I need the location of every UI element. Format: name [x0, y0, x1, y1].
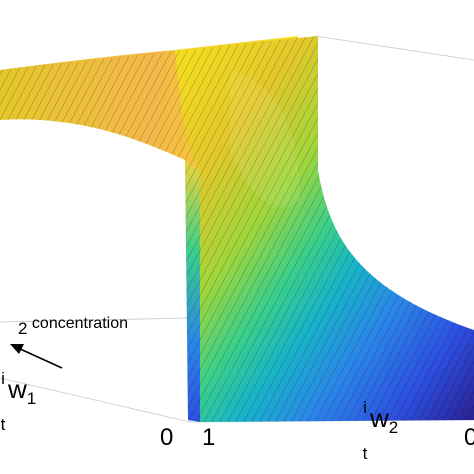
x-label-main: w [8, 374, 27, 404]
y-tick-label: 0 [464, 424, 474, 451]
y-axis-label: i t w2 [360, 399, 399, 462]
y-label-main: w [370, 403, 389, 433]
x-label-sup: i [1, 369, 5, 388]
concentration-arrow [10, 344, 63, 369]
x-axis-label: i t w1 [0, 370, 37, 433]
x-label-index: 1 [26, 389, 37, 408]
x-label-sub: t [0, 415, 6, 434]
surface-mesh [0, 36, 474, 422]
x-tick-label: 0 [160, 424, 174, 451]
annotation-text: concentration [31, 315, 128, 332]
y-label-sub: t [362, 444, 368, 463]
concentration-annotation: 2 concentration [18, 314, 128, 338]
surface-highlight [230, 70, 300, 208]
surface-sheet [0, 36, 474, 422]
annotation-prefix: 2 [18, 319, 28, 338]
y-label-sup: i [363, 398, 367, 417]
y-label-index: 2 [388, 418, 399, 437]
y-tick-label: 1 [202, 424, 216, 451]
